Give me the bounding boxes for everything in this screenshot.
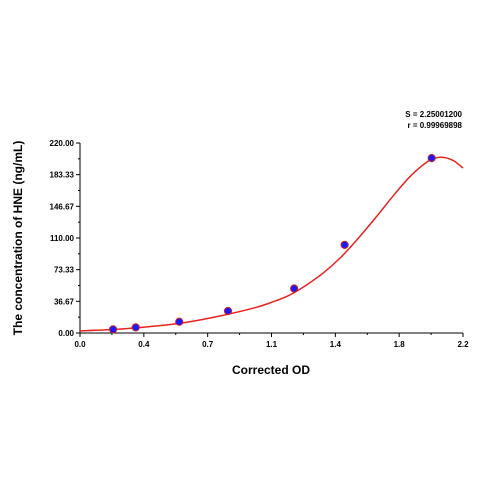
fit-curve xyxy=(79,156,464,332)
y-tick-label: 0.00 xyxy=(58,329,74,338)
y-tick-label: 36.67 xyxy=(54,297,75,306)
y-axis-title: The concentration of HNE (ng/mL) xyxy=(11,141,25,336)
data-point xyxy=(340,240,349,250)
x-tick-label: 2.2 xyxy=(457,340,469,349)
x-axis-title: Corrected OD xyxy=(232,363,310,377)
y-tick-label: 73.33 xyxy=(54,266,75,275)
data-point xyxy=(131,323,140,332)
data-point xyxy=(427,154,436,163)
data-point xyxy=(223,306,233,316)
x-tick-label: 0.7 xyxy=(202,340,214,349)
data-point xyxy=(108,325,118,334)
data-point xyxy=(290,284,299,293)
x-tick-label: 0.4 xyxy=(138,340,150,349)
x-axis-ticks: 0.0 0.4 0.7 1.1 1.4 1.8 2.2 xyxy=(74,333,469,349)
x-tick-label: 1.8 xyxy=(394,340,406,349)
x-tick-label: 0.0 xyxy=(74,340,86,349)
y-tick-label: 183.33 xyxy=(50,171,75,180)
r-value: r = 0.99969898 xyxy=(408,121,463,130)
s-value: S = 2.25001200 xyxy=(405,110,462,119)
fit-statistics: S = 2.25001200 r = 0.99969898 xyxy=(405,110,462,130)
y-tick-label: 220.00 xyxy=(50,139,75,148)
x-tick-label: 1.4 xyxy=(330,340,342,349)
y-tick-label: 146.67 xyxy=(50,202,75,211)
x-tick-label: 1.1 xyxy=(266,340,278,349)
data-point xyxy=(175,317,184,326)
data-points xyxy=(108,154,436,334)
y-axis-ticks: 0.00 36.67 73.33 110.00 146.67 183.33 220.00 xyxy=(50,139,80,338)
y-tick-label: 110.00 xyxy=(50,234,75,243)
